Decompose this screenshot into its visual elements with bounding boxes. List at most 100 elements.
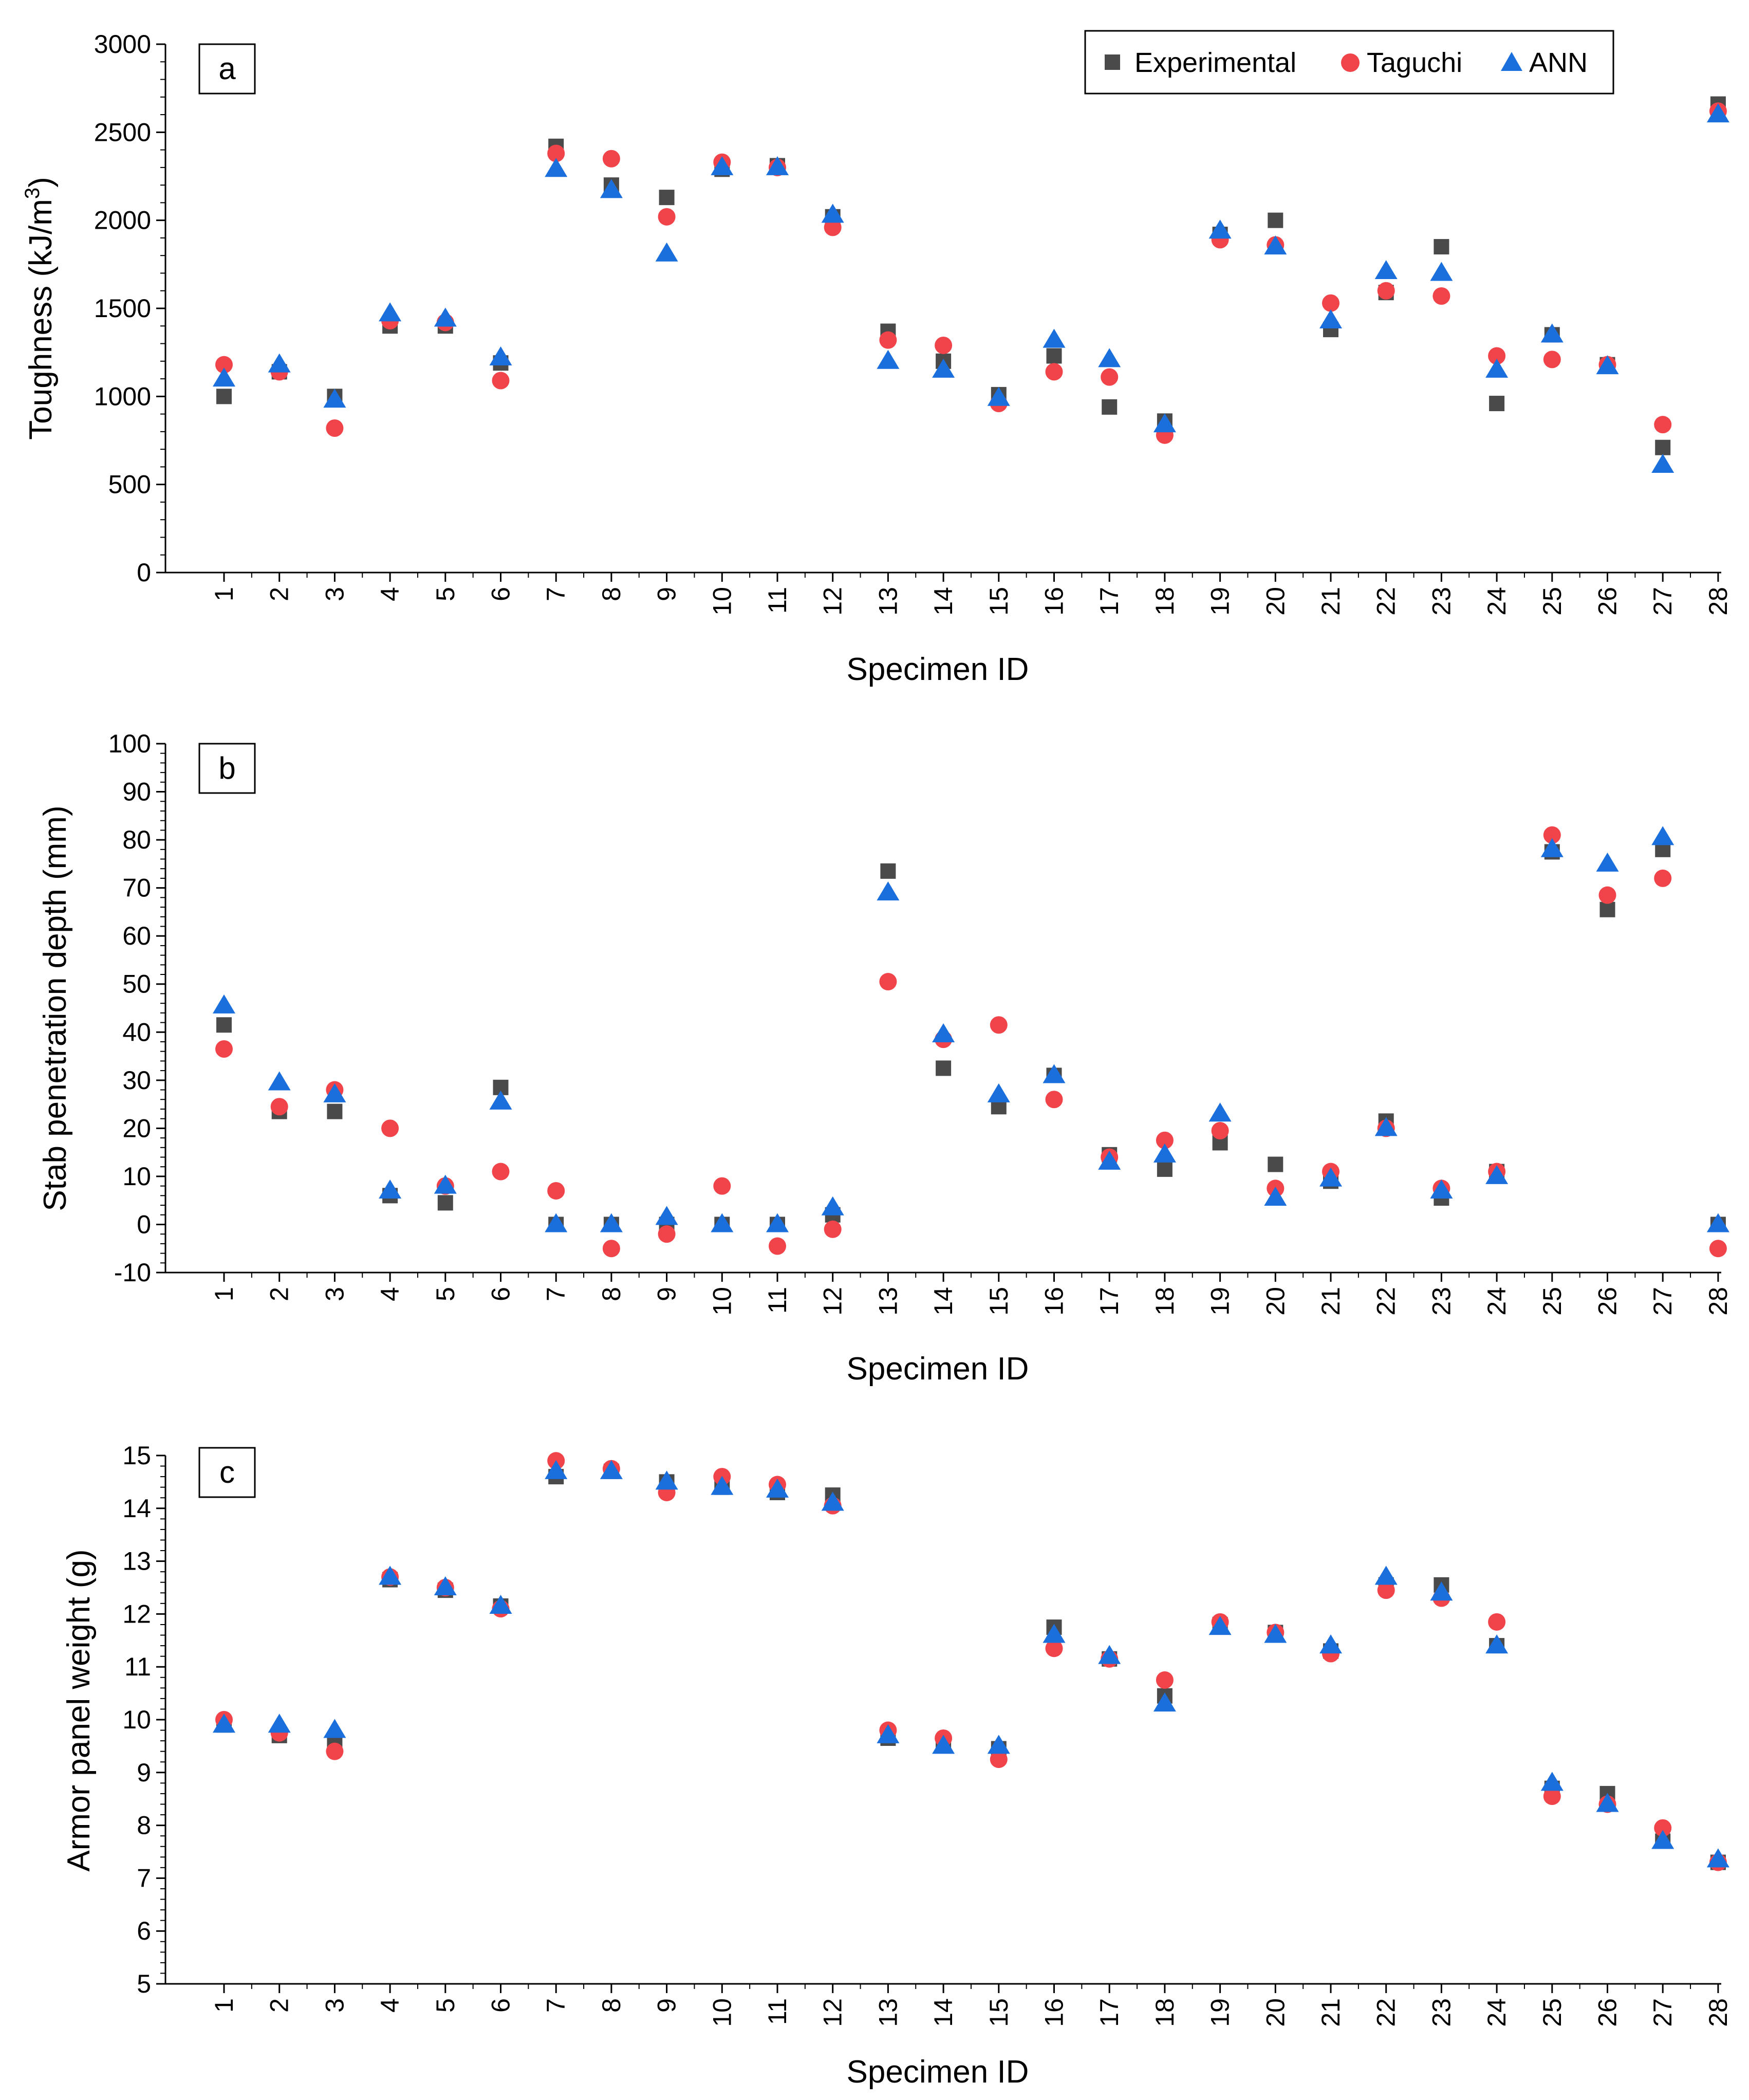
- x-tick-label: 3: [320, 587, 349, 601]
- taguchi-point: [879, 973, 897, 991]
- x-tick-label: 22: [1372, 587, 1401, 616]
- ann-point: [1485, 1165, 1509, 1184]
- legend-taguchi-label: Taguchi: [1367, 47, 1462, 78]
- ann-point: [1706, 103, 1729, 123]
- taguchi-point: [1045, 1091, 1063, 1109]
- taguchi-point: [879, 331, 897, 349]
- x-tick-label: 9: [653, 1287, 681, 1301]
- taguchi-point: [824, 1220, 842, 1238]
- y-tick-label: 2500: [94, 118, 151, 146]
- ann-point: [489, 1594, 512, 1614]
- x-tick-label: 10: [708, 1998, 736, 2027]
- x-tick-label: 1: [210, 1998, 238, 2013]
- x-tick-label: 11: [763, 587, 792, 614]
- ann-point: [655, 242, 678, 262]
- x-tick-label: 27: [1648, 587, 1677, 616]
- x-tick-label: 12: [818, 587, 847, 616]
- ann-point: [600, 1213, 623, 1232]
- x-tick-label: 1: [210, 1287, 238, 1301]
- taguchi-point: [1156, 1131, 1174, 1149]
- ann-point: [1043, 328, 1066, 348]
- ann-point: [545, 158, 568, 177]
- ann-point: [213, 367, 235, 387]
- x-tick-label: 6: [487, 1287, 515, 1301]
- x-tick-label: 7: [542, 1998, 570, 2013]
- taguchi-point: [990, 1016, 1008, 1034]
- x-tick-label: 4: [376, 587, 404, 601]
- x-tick-label: 6: [487, 587, 515, 601]
- experimental-point: [880, 863, 896, 879]
- x-tick-label: 26: [1593, 1287, 1622, 1316]
- ann-point: [1153, 1692, 1176, 1712]
- taguchi-point: [658, 1225, 676, 1243]
- ann-point: [932, 1023, 955, 1042]
- x-tick-label: 19: [1206, 587, 1235, 616]
- y-tick-label: 7: [137, 1864, 151, 1892]
- ann-point: [1651, 826, 1674, 845]
- ann-point: [268, 1071, 291, 1091]
- taguchi-point: [1432, 287, 1450, 305]
- x-tick-label: 25: [1538, 1998, 1567, 2027]
- panel-tag: a: [218, 51, 236, 86]
- ann-point: [434, 1174, 457, 1194]
- ann-point: [711, 156, 734, 175]
- ann-point: [987, 386, 1010, 406]
- ann-point: [1540, 838, 1564, 857]
- y-tick-label: 10: [122, 1162, 151, 1191]
- experimental-point: [1489, 396, 1505, 412]
- ann-point: [1485, 1634, 1509, 1654]
- taguchi-point: [1543, 1788, 1561, 1806]
- x-axis-title: Specimen ID: [847, 1351, 1029, 1387]
- y-tick-label: 100: [108, 729, 151, 758]
- x-tick-label: 24: [1482, 587, 1511, 616]
- taguchi-point: [1045, 1640, 1063, 1657]
- y-tick-label: 50: [122, 970, 151, 999]
- y-tick-label: 3000: [94, 30, 151, 59]
- y-tick-label: 5: [137, 1969, 151, 1998]
- taguchi-point: [602, 1240, 620, 1258]
- taguchi-point: [1211, 1122, 1229, 1140]
- ann-point: [766, 1213, 789, 1232]
- x-tick-label: 18: [1150, 1287, 1179, 1316]
- ann-point: [655, 1470, 678, 1490]
- x-tick-label: 23: [1427, 1287, 1456, 1316]
- experimental-point: [216, 1017, 232, 1033]
- x-tick-label: 14: [929, 587, 958, 616]
- ann-point: [877, 881, 900, 900]
- ann-point: [434, 1576, 457, 1595]
- x-tick-label: 3: [320, 1998, 349, 2013]
- x-tick-label: 5: [431, 1287, 460, 1301]
- data-points: [213, 96, 1729, 473]
- data-points: [213, 1452, 1729, 1871]
- ann-point: [987, 1083, 1010, 1102]
- x-tick-label: 14: [929, 1287, 958, 1316]
- ann-point: [1319, 1167, 1342, 1187]
- y-tick-label: 1000: [94, 382, 151, 411]
- x-tick-label: 9: [653, 587, 681, 601]
- ann-point: [1374, 1117, 1398, 1136]
- experimental-point: [936, 1060, 952, 1076]
- ann-point: [711, 1476, 734, 1495]
- y-tick-label: 8: [137, 1811, 151, 1840]
- y-tick-label: 500: [108, 470, 151, 499]
- ann-point: [213, 994, 235, 1014]
- x-tick-label: 17: [1095, 1287, 1124, 1316]
- taguchi-point: [1543, 826, 1561, 844]
- y-axis-title: Toughness (kJ/m3): [21, 177, 59, 440]
- panel-tag-box: [198, 43, 256, 95]
- x-tick-label: 12: [818, 1287, 847, 1316]
- x-tick-label: 4: [376, 1998, 404, 2013]
- ann-point: [1430, 262, 1453, 281]
- taguchi-point: [769, 1237, 786, 1255]
- taguchi-point: [547, 144, 565, 162]
- ann-point: [1098, 348, 1121, 367]
- ann-point: [1596, 1793, 1619, 1812]
- x-tick-label: 4: [376, 1287, 404, 1301]
- experimental-point: [659, 190, 675, 206]
- x-axis-title: Specimen ID: [847, 2054, 1029, 2090]
- x-tick-label: 28: [1704, 587, 1733, 616]
- experimental-point: [1157, 1161, 1173, 1177]
- ann-point: [1485, 358, 1509, 378]
- y-tick-label: 0: [137, 558, 151, 587]
